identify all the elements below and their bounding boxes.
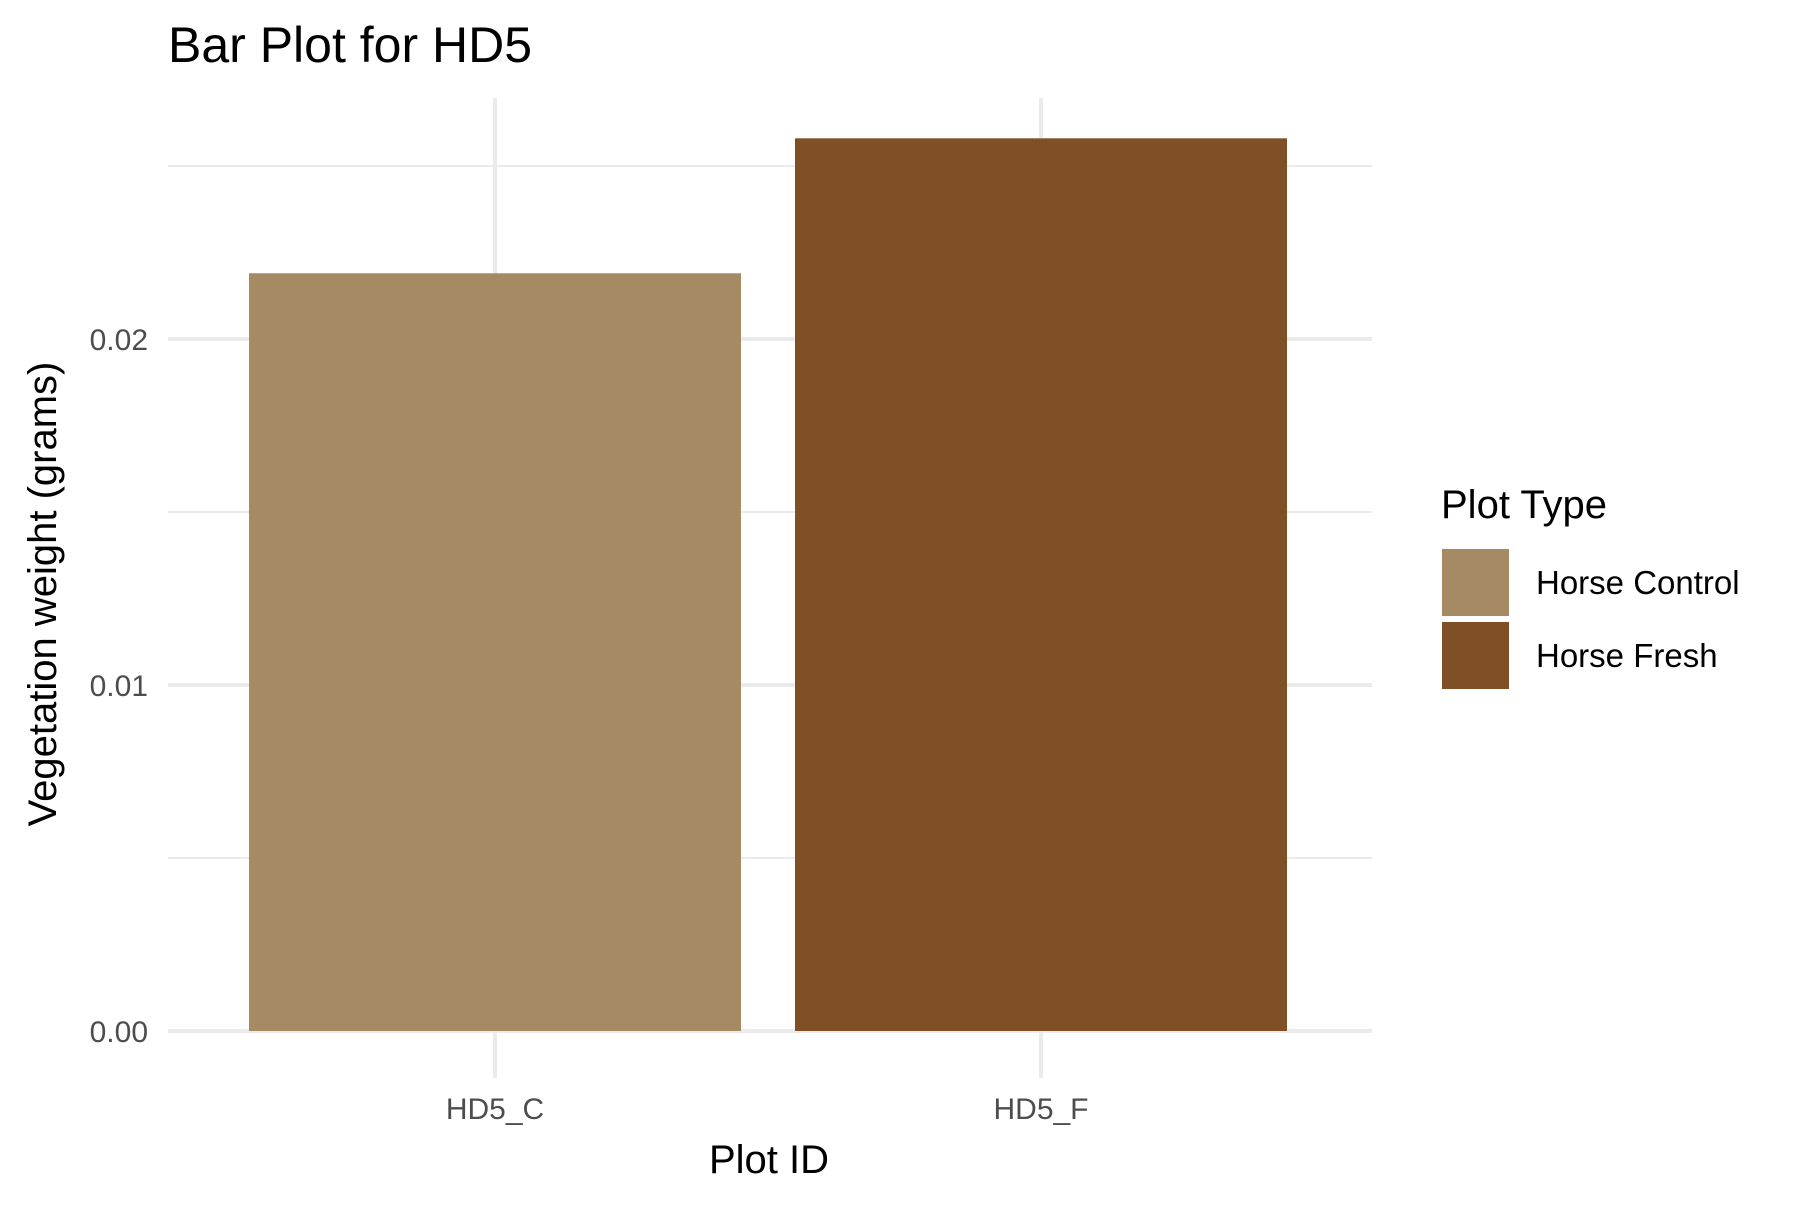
legend-items: Horse Control Horse Fresh: [1442, 549, 1740, 689]
y-tick-label: 0.00: [90, 1016, 148, 1049]
x-axis-title: Plot ID: [709, 1138, 829, 1182]
y-tick-label: 0.01: [90, 670, 148, 703]
y-axis-ticks: 0.00 0.01 0.02: [90, 324, 148, 1049]
x-tick-label: HD5_F: [993, 1093, 1088, 1126]
legend-swatch: [1442, 622, 1509, 689]
legend: Plot Type Horse Control Horse Fresh: [1441, 483, 1740, 689]
bar-hd5-f: [795, 138, 1287, 1031]
bar-hd5-c: [249, 273, 741, 1031]
x-axis-ticks: HD5_C HD5_F: [446, 1093, 1089, 1126]
x-tick-label: HD5_C: [446, 1093, 544, 1126]
legend-swatch: [1442, 549, 1509, 616]
y-axis-title: Vegetation weight (grams): [21, 362, 65, 827]
legend-label: Horse Control: [1536, 564, 1740, 601]
y-tick-label: 0.02: [90, 324, 148, 357]
chart-title: Bar Plot for HD5: [168, 17, 532, 73]
bars: [249, 138, 1287, 1031]
legend-title: Plot Type: [1441, 483, 1607, 527]
legend-label: Horse Fresh: [1536, 637, 1718, 674]
